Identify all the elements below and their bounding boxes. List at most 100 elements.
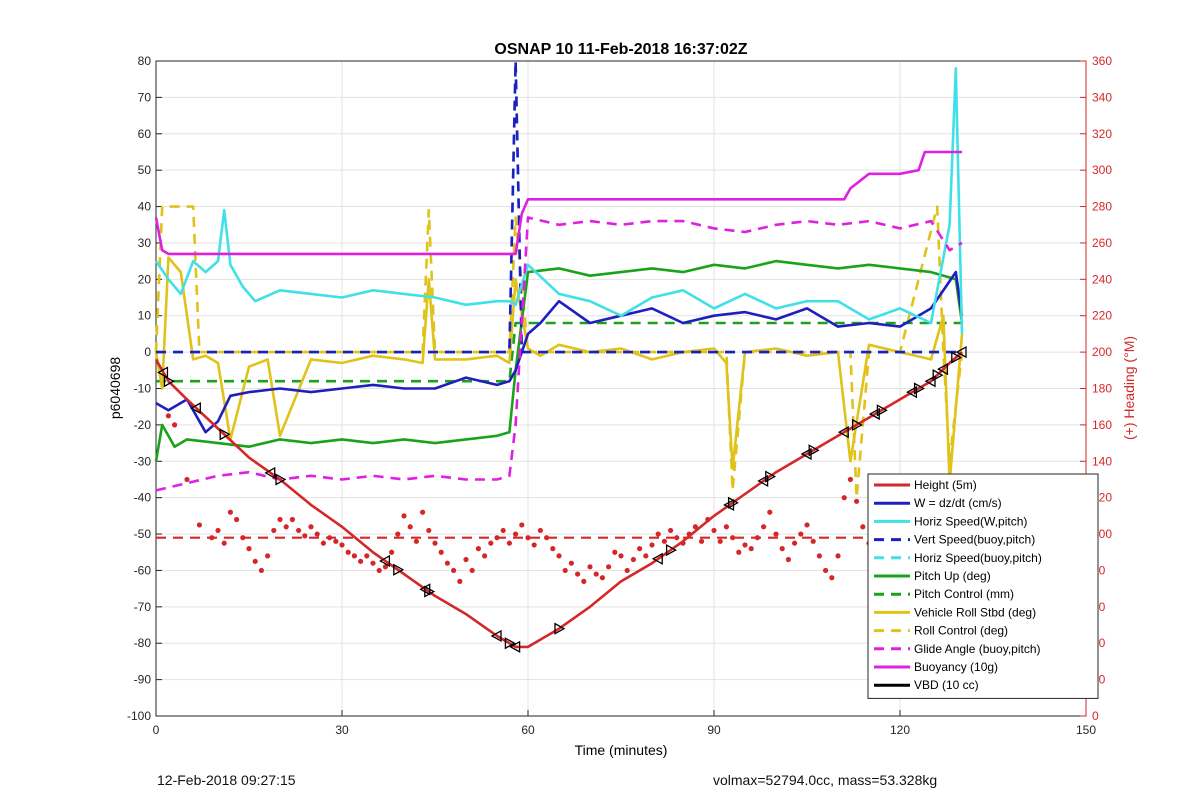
y2-axis-label: (+) Heading (°M): [1121, 336, 1137, 440]
heading-point: [209, 535, 215, 541]
series-line-height-5m: [154, 351, 963, 649]
heading-point: [389, 549, 395, 555]
heading-point: [816, 553, 823, 559]
height-marker: [189, 402, 201, 415]
height-marker: [837, 426, 849, 439]
heading-point: [351, 553, 357, 559]
heading-point: [277, 516, 283, 523]
y2-tick-label: 200: [1092, 345, 1112, 359]
y-tick-label: -70: [134, 600, 152, 614]
y-tick-label: 10: [138, 309, 152, 323]
heading-point: [333, 538, 339, 544]
legend-label: W = dz/dt (cm/s): [914, 496, 1002, 510]
y-tick-label: 70: [138, 90, 152, 104]
heading-point: [785, 556, 792, 563]
x-tick-label: 90: [707, 723, 721, 737]
height-marker: [851, 418, 863, 431]
heading-point: [736, 549, 742, 555]
height-marker: [924, 375, 936, 388]
heading-point: [699, 538, 705, 544]
heading-point: [823, 567, 829, 574]
heading-point: [525, 535, 531, 541]
legend-label: Horiz Speed(W,pitch): [914, 514, 1027, 528]
chart-title: OSNAP 10 11-Feb-2018 16:37:02Z: [494, 41, 747, 58]
height-marker: [651, 552, 663, 565]
heading-point: [376, 567, 382, 574]
heading-point: [339, 542, 345, 548]
heading-point: [618, 553, 624, 559]
heading-point: [327, 535, 333, 541]
heading-point: [482, 553, 488, 559]
y2-tick-label: 140: [1092, 454, 1112, 468]
heading-point: [271, 527, 277, 534]
heading-point: [717, 538, 723, 544]
height-marker: [275, 473, 287, 486]
y-tick-label: 80: [138, 54, 152, 68]
heading-point: [246, 546, 252, 552]
heading-point: [345, 549, 351, 555]
series-line-buoyancy-10g: [154, 150, 962, 256]
y-tick-label: -90: [134, 673, 152, 687]
height-marker: [876, 404, 888, 417]
legend-box: [867, 473, 1099, 699]
heading-point: [296, 527, 302, 534]
heading-point: [420, 509, 426, 515]
heading-point: [227, 509, 233, 515]
height-marker: [490, 629, 502, 643]
y2-tick-label: 320: [1092, 127, 1112, 141]
heading-point: [711, 527, 717, 534]
heading-point: [494, 535, 500, 541]
heading-point: [438, 549, 444, 555]
heading-point: [637, 546, 643, 552]
heading-point: [593, 571, 599, 577]
heading-point: [779, 546, 785, 552]
y2-tick-label: 300: [1092, 163, 1112, 177]
y-axis-label: p6040698: [107, 357, 123, 420]
heading-point: [655, 531, 661, 537]
y-tick-label: -100: [127, 709, 151, 723]
height-marker: [554, 622, 566, 635]
legend-label: Buoyancy (10g): [914, 660, 998, 674]
legend-label: Roll Control (deg): [914, 624, 1008, 638]
x-tick-label: 30: [335, 723, 349, 737]
x-tick-label: 60: [521, 723, 535, 737]
x-axis: 0 30 60 90 120 150: [153, 710, 1096, 737]
height-marker: [163, 375, 175, 388]
heading-point: [234, 516, 240, 523]
heading-point: [500, 527, 506, 534]
height-marker: [219, 428, 231, 441]
heading-point: [358, 558, 364, 564]
y-tick-label: 50: [138, 163, 152, 177]
heading-point: [587, 564, 593, 570]
heading-point: [854, 498, 860, 504]
footer-timestamp: 12-Feb-2018 09:27:15: [157, 772, 296, 788]
heading-point: [395, 531, 401, 537]
heading-point: [847, 476, 854, 483]
heading-point: [624, 567, 630, 574]
legend: Height (5m) W = dz/dt (cm/s) Horiz Speed(W…: [867, 473, 1099, 699]
heading-point: [630, 556, 637, 563]
height-marker: [264, 466, 276, 480]
heading-point: [444, 560, 450, 566]
heading-point: [172, 422, 178, 428]
heading-point: [382, 564, 388, 570]
heading-point: [562, 567, 568, 574]
heading-point: [302, 533, 308, 539]
y2-tick-label: 240: [1092, 272, 1112, 286]
height-marker: [765, 470, 777, 483]
heading-point: [612, 549, 618, 555]
heading-point: [829, 575, 835, 581]
heading-point: [451, 567, 457, 574]
heading-point: [364, 553, 370, 559]
heading-point: [754, 535, 761, 541]
heading-point: [792, 540, 798, 546]
heading-point: [581, 578, 587, 584]
y2-tick-label: 340: [1092, 90, 1112, 104]
y2-tick-label: 0: [1092, 709, 1099, 723]
height-marker: [424, 585, 436, 598]
height-marker: [665, 543, 677, 557]
heading-point: [426, 527, 432, 534]
heading-point: [252, 558, 258, 564]
heading-point: [531, 542, 537, 548]
